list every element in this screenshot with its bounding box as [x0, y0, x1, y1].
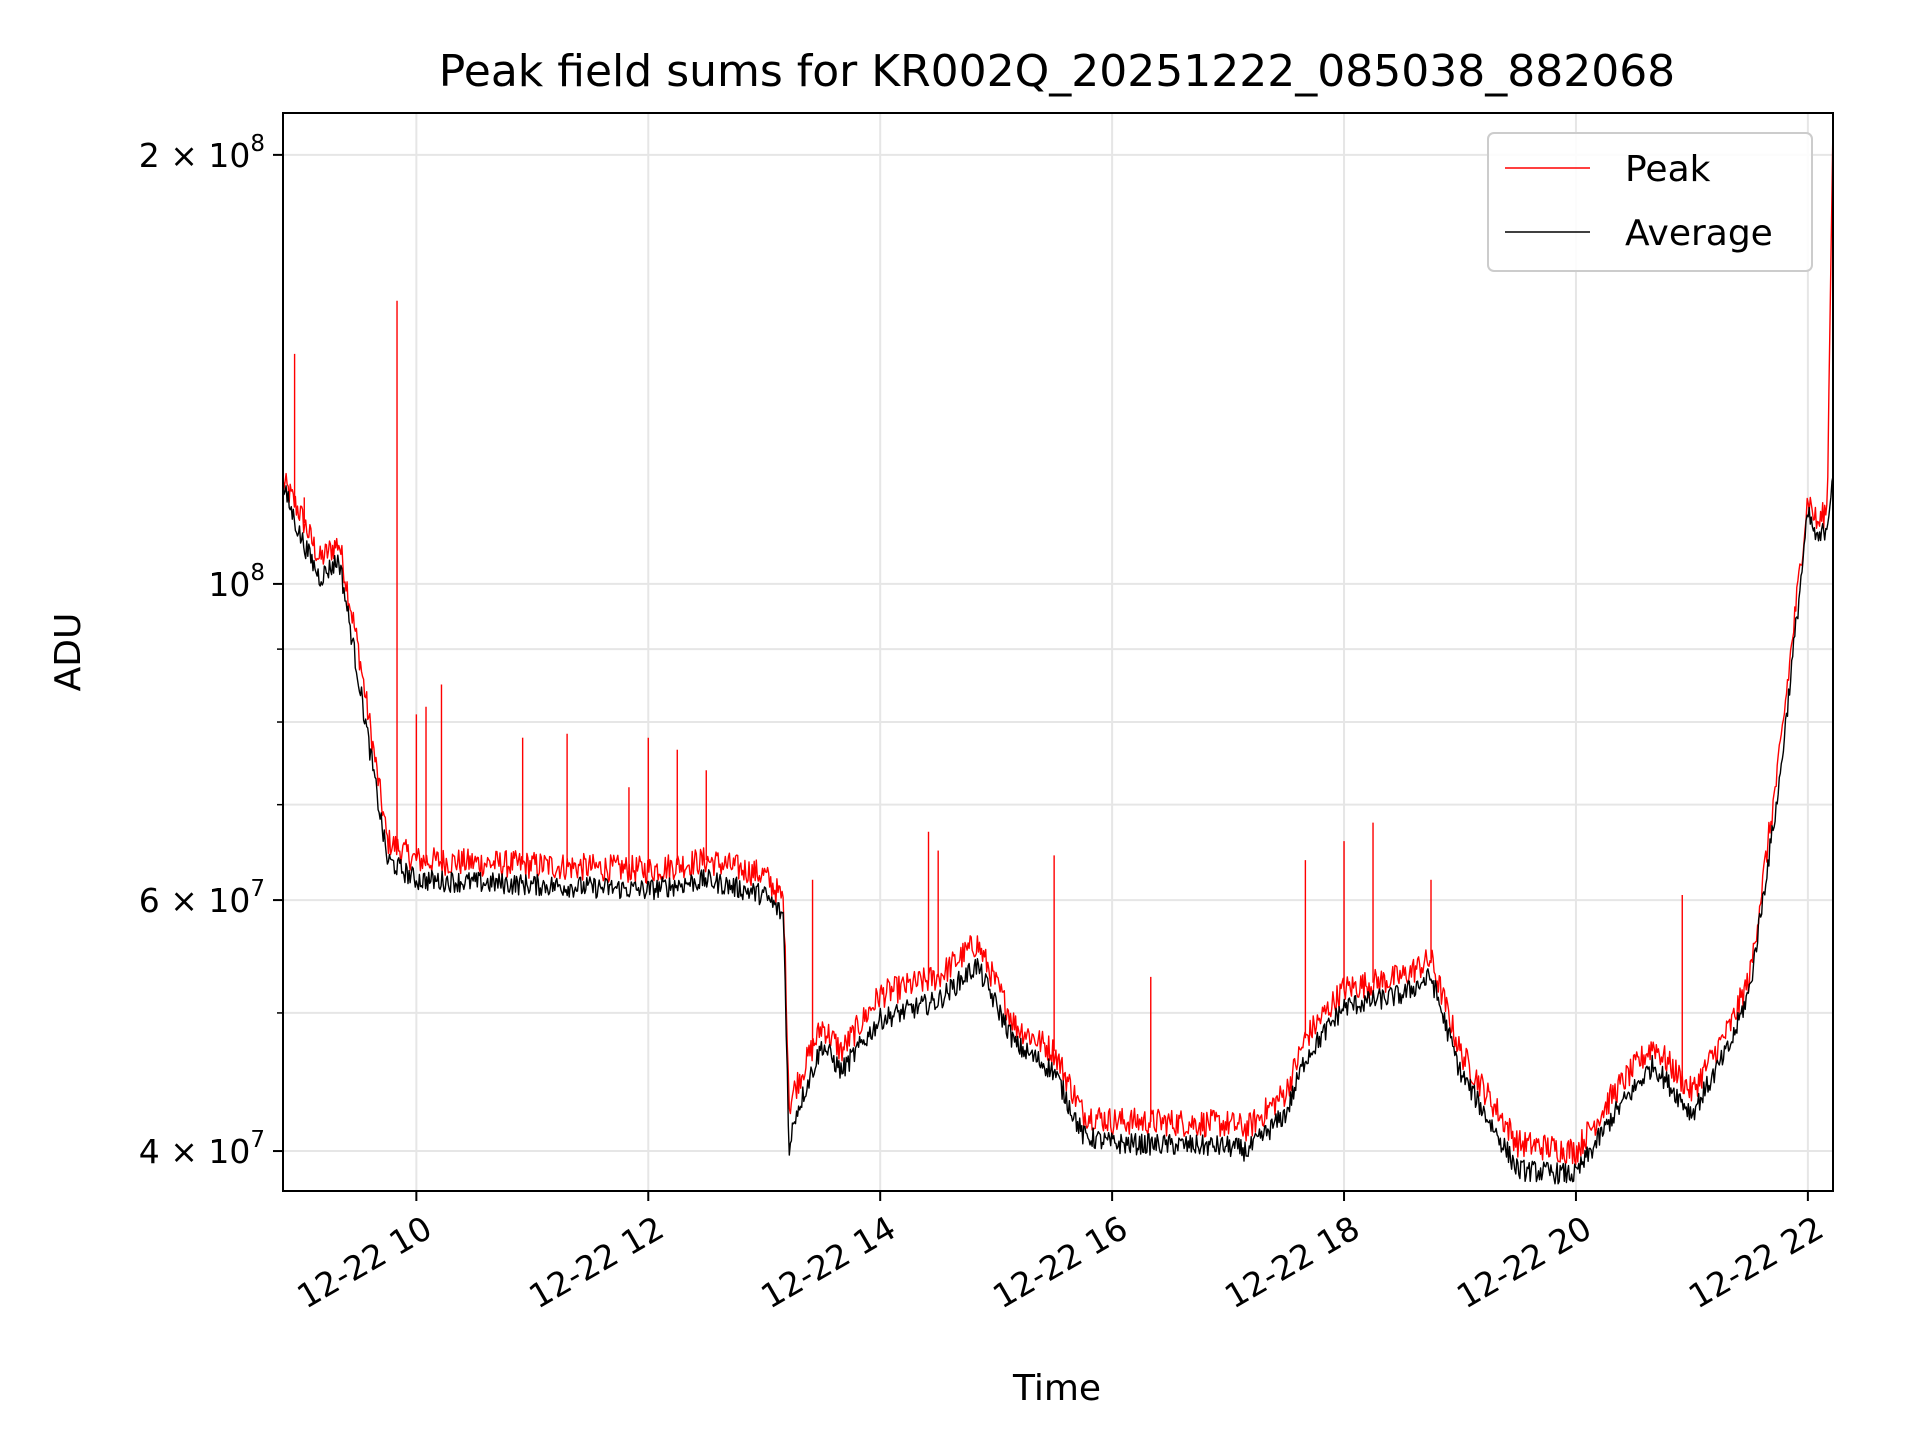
- y-tick-label: 2 × 108: [139, 131, 265, 175]
- series-layer: [283, 122, 1833, 1185]
- series-line-peak: [283, 122, 1833, 1166]
- y-tick-label: 4 × 107: [139, 1127, 265, 1171]
- chart-title: Peak field sums for KR002Q_20251222_0850…: [439, 46, 1675, 97]
- y-axis-label: ADU: [48, 613, 89, 692]
- plot-frame: [282, 112, 1834, 1192]
- y-tick-label: 108: [208, 560, 265, 604]
- legend-label-average: Average: [1625, 213, 1773, 254]
- series-line-average: [283, 476, 1833, 1185]
- y-tick-label: 6 × 107: [139, 876, 265, 920]
- legend: Peak Average: [1487, 132, 1813, 272]
- x-axis-label: Time: [1012, 1368, 1101, 1409]
- legend-label-peak: Peak: [1625, 149, 1711, 190]
- y-axis-ticks: 4 × 107 6 × 107 108 2 × 108: [139, 131, 283, 1171]
